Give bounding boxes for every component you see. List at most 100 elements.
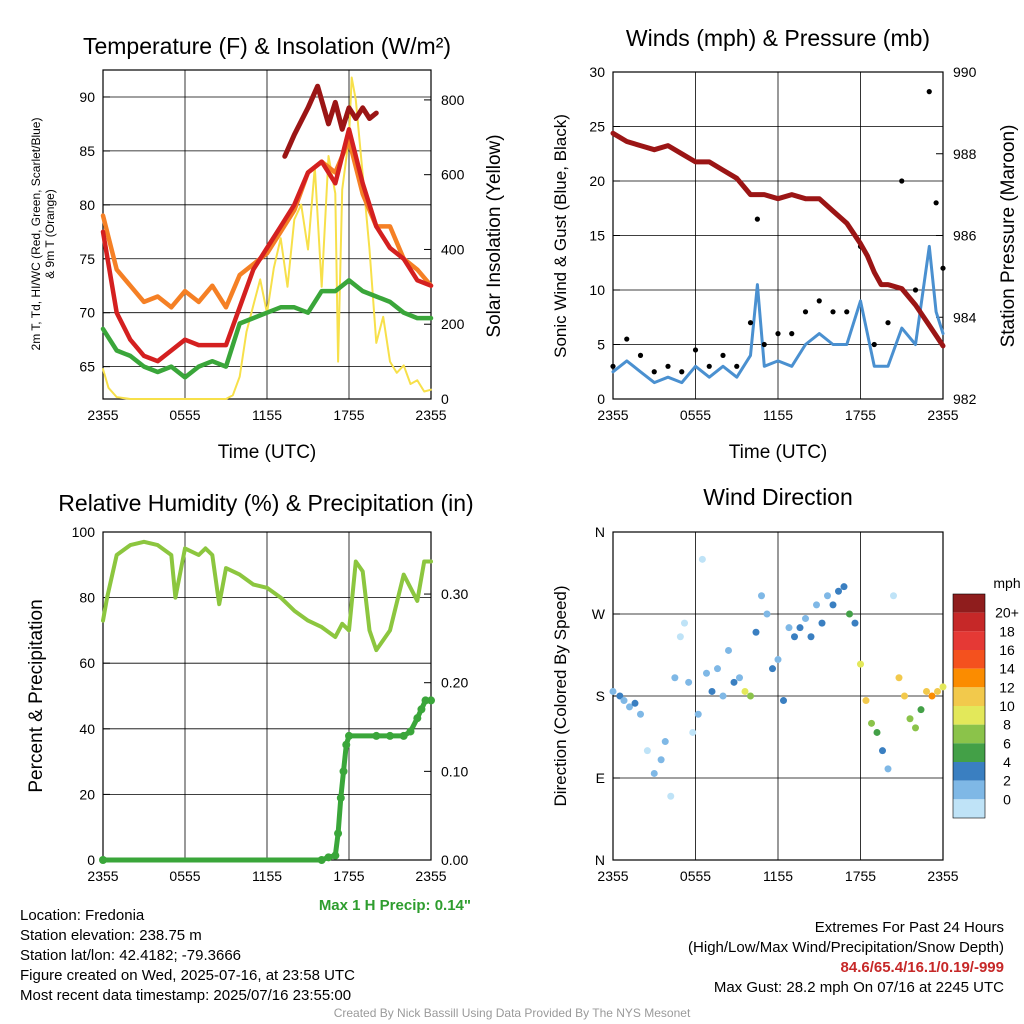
temp-ytick-label: 90 [79,89,95,105]
winds-y2tick-label: 988 [953,146,977,162]
temp-y2tick-label: 200 [441,316,465,332]
rh-ytick-label: 80 [79,590,95,606]
temp-ytick-label: 85 [79,143,95,159]
direction-point [758,592,765,600]
winds-gust-point [926,89,932,95]
colorbar-label: 0 [1003,791,1011,807]
direction-point [661,738,669,746]
colorbar-swatch [953,631,985,650]
winds-gust-point [940,265,946,271]
dir-ytick-label: N [595,524,605,540]
winds-gust-point [816,298,822,304]
direction-point [873,728,881,736]
direction-point [689,728,697,736]
winds-y2tick-label: 986 [953,228,977,244]
dir-ytick-label: S [596,688,605,704]
winds-panel-title: Winds (mph) & Pressure (mb) [626,25,930,51]
rh-precip-point [372,731,381,740]
extremes-subtitle: (High/Low/Max Wind/Precipitation/Snow De… [688,939,1004,956]
direction-point [796,624,804,632]
rh-precip-point [334,829,343,838]
direction-point [741,687,749,695]
rh-ytick-label: 40 [79,721,95,737]
colorbar-label: 14 [999,661,1015,677]
direction-point [650,769,658,777]
winds-xtick-label: 1755 [845,407,876,423]
winds-xlabel: Time (UTC) [729,442,828,463]
dir-xtick-label: 2355 [927,868,958,884]
rh-y2tick-label: 0.00 [441,852,468,868]
max-gust: Max Gust: 28.2 mph On 07/16 at 2245 UTC [713,979,1004,996]
colorbar-swatch [953,762,985,781]
direction-point [813,601,820,609]
colorbar-label: 12 [999,679,1015,695]
winds-gust-point [706,363,712,369]
direction-point [736,674,743,682]
rh-precip-point [386,731,394,740]
direction-point [818,619,826,627]
rh-precip-point [421,696,430,705]
direction-point [708,687,716,695]
rh-ytick-label: 0 [87,852,95,868]
temp-temp2m-line [100,127,434,364]
temp-xtick-label: 1755 [333,407,364,423]
colorbar-label: 2 [1003,773,1011,789]
recent-timestamp: Most recent data timestamp: 2025/07/16 2… [20,987,352,1004]
direction-point [609,687,617,695]
humidity-panel-title: Relative Humidity (%) & Precipitation (i… [58,490,473,516]
temp-xtick-label: 1155 [252,407,282,423]
direction-point [774,656,782,664]
winds-ytick-label: 0 [597,391,605,407]
direction-point [667,792,675,800]
direction-point [780,697,787,705]
direction-point [884,765,892,773]
dir-ytick-label: W [592,606,606,622]
rh-precip-point [342,740,351,749]
winds-ytick-label: 5 [597,337,605,353]
direction-point [824,592,831,600]
dir-plot-frame [612,531,944,861]
temp-heatidx-line [282,83,379,159]
rh-precip-point [406,727,415,736]
direction-point [846,610,853,618]
direction-point [769,665,776,673]
winds-gust-point [747,320,754,326]
rh-precip-point [317,856,326,864]
temp-y2tick-label: 400 [441,241,465,257]
direction-point [730,678,738,686]
winds-ytick-label: 20 [589,173,605,189]
rh-xtick-label: 0555 [169,868,200,884]
rh-precip-point [339,767,348,776]
direction-point [719,692,727,700]
temp-xtick-label: 0555 [169,407,200,423]
rh-precip-point [427,696,435,705]
temp-ytick-label: 75 [79,251,95,267]
colorbar-title: mph [993,575,1020,591]
direction-point [725,646,732,654]
direction-point [862,697,870,705]
colorbar-label: 6 [1003,735,1011,751]
winds-gust-point [912,287,919,293]
temperature-panel-title: Temperature (F) & Insolation (W/m²) [83,33,451,59]
winds-gust-point [665,363,671,369]
rh-precip-point [324,853,333,862]
colorbar-label: 4 [1003,754,1011,770]
winds-gust-point [789,331,795,337]
figure-created: Figure created on Wed, 2025-07-16, at 23… [20,967,355,984]
colorbar-swatch [953,650,985,669]
extremes-values: 84.6/65.4/16.1/0.19/-999 [840,959,1004,976]
rh-xtick-label: 2355 [415,868,446,884]
direction-point [698,555,706,563]
direction-point [657,756,665,764]
colorbar-swatch [953,687,985,706]
winds-gust-point [871,341,877,348]
pressure-y2label: Station Pressure (Maroon) [998,125,1019,348]
rh-precip-point [417,705,426,714]
direction-point [939,683,947,691]
temp-xtick-label: 2355 [415,407,446,423]
direction-point [681,619,688,627]
direction-point [857,660,864,668]
winds-gust-point [844,309,850,315]
dir-xtick-label: 1755 [845,868,876,884]
